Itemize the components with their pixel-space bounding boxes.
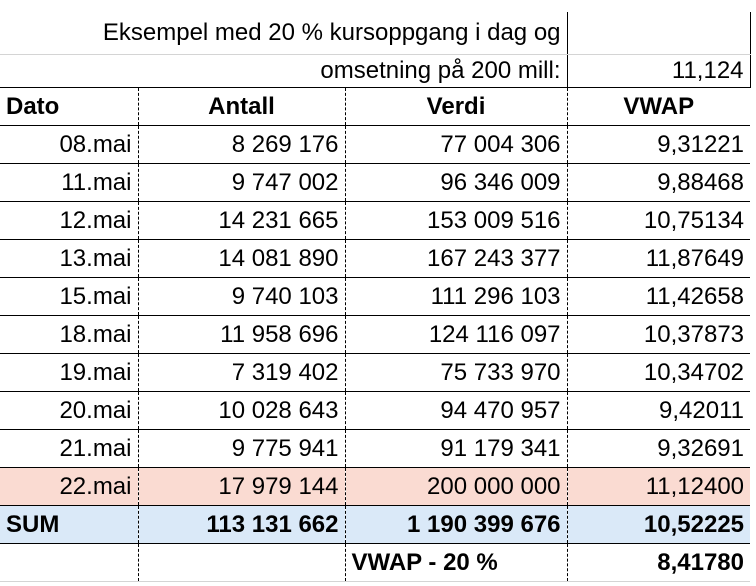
intro-row: Eksempel med 20 % kursoppgang i dag og (0, 12, 751, 55)
data-cell: 11.mai (0, 163, 138, 202)
data-cell: 9,32691 (566, 429, 751, 468)
data-row: 13.mai 14 081 890 167 243 377 11,87649 (0, 239, 751, 278)
data-cell: 75 733 970 (344, 353, 568, 392)
data-cell: 9 775 941 (137, 429, 345, 468)
intro-text: omsetning på 200 mill: (0, 54, 568, 88)
data-row: 18.mai 11 958 696 124 116 097 10,37873 (0, 315, 751, 354)
sum-cell: 10,52225 (566, 505, 751, 544)
table-body: Eksempel med 20 % kursoppgang i dag og o… (0, 12, 751, 582)
data-cell: 9,31221 (566, 125, 751, 164)
data-cell: 10,34702 (566, 353, 751, 392)
data-cell: 21.mai (0, 429, 138, 468)
data-row: 15.mai 9 740 103 111 296 103 11,42658 (0, 277, 751, 316)
data-cell: 12.mai (0, 201, 138, 240)
footer-value: 8,41780 (566, 543, 751, 582)
empty-cell (0, 543, 138, 582)
data-cell: 94 470 957 (344, 391, 568, 430)
footer-label: VWAP - 20 % (344, 543, 568, 582)
footer-row: VWAP - 20 % 8,41780 (0, 543, 751, 582)
data-cell: 19.mai (0, 353, 138, 392)
sum-cell: SUM (0, 505, 138, 544)
data-cell: 11,87649 (566, 239, 751, 278)
data-row: 22.mai 17 979 144 200 000 000 11,12400 (0, 467, 751, 506)
data-cell: 9,42011 (566, 391, 751, 430)
data-cell: 9,88468 (566, 163, 751, 202)
data-cell: 18.mai (0, 315, 138, 354)
header-row: Dato Antall Verdi VWAP (0, 87, 751, 126)
data-cell: 96 346 009 (344, 163, 568, 202)
data-row: 21.mai 9 775 941 91 179 341 9,32691 (0, 429, 751, 468)
data-cell: 22.mai (0, 467, 138, 506)
data-cell: 7 319 402 (137, 353, 345, 392)
sum-row: SUM 113 131 662 1 190 399 676 10,52225 (0, 505, 751, 544)
intro-row: omsetning på 200 mill: 11,124 (0, 54, 751, 88)
data-cell: 200 000 000 (344, 467, 568, 506)
data-cell: 17 979 144 (137, 467, 345, 506)
spreadsheet: Eksempel med 20 % kursoppgang i dag og o… (0, 12, 751, 582)
data-cell: 11,42658 (566, 277, 751, 316)
header-cell: Verdi (344, 87, 568, 126)
data-cell: 153 009 516 (344, 201, 568, 240)
header-cell: VWAP (566, 87, 751, 126)
data-cell: 77 004 306 (344, 125, 568, 164)
data-row: 08.mai 8 269 176 77 004 306 9,31221 (0, 125, 751, 164)
data-cell: 11,12400 (566, 467, 751, 506)
data-cell: 9 740 103 (137, 277, 345, 316)
data-cell: 167 243 377 (344, 239, 568, 278)
data-row: 11.mai 9 747 002 96 346 009 9,88468 (0, 163, 751, 202)
data-cell: 111 296 103 (344, 277, 568, 316)
data-cell: 14 231 665 (137, 201, 345, 240)
header-cell: Dato (0, 87, 138, 126)
data-row: 19.mai 7 319 402 75 733 970 10,34702 (0, 353, 751, 392)
data-cell: 10 028 643 (137, 391, 345, 430)
data-cell: 14 081 890 (137, 239, 345, 278)
data-cell: 20.mai (0, 391, 138, 430)
data-cell: 10,37873 (566, 315, 751, 354)
data-cell: 08.mai (0, 125, 138, 164)
data-cell: 9 747 002 (137, 163, 345, 202)
data-cell: 11 958 696 (137, 315, 345, 354)
data-cell: 13.mai (0, 239, 138, 278)
sum-cell: 1 190 399 676 (344, 505, 568, 544)
data-cell: 91 179 341 (344, 429, 568, 468)
header-cell: Antall (137, 87, 345, 126)
data-row: 12.mai 14 231 665 153 009 516 10,75134 (0, 201, 751, 240)
data-cell: 15.mai (0, 277, 138, 316)
intro-text: Eksempel med 20 % kursoppgang i dag og (0, 12, 568, 55)
data-row: 20.mai 10 028 643 94 470 957 9,42011 (0, 391, 751, 430)
empty-cell (137, 543, 345, 582)
data-cell: 8 269 176 (137, 125, 345, 164)
data-cell: 10,75134 (566, 201, 751, 240)
intro-value: 11,124 (566, 54, 751, 88)
sum-cell: 113 131 662 (137, 505, 345, 544)
empty-cell (566, 12, 751, 55)
data-cell: 124 116 097 (344, 315, 568, 354)
